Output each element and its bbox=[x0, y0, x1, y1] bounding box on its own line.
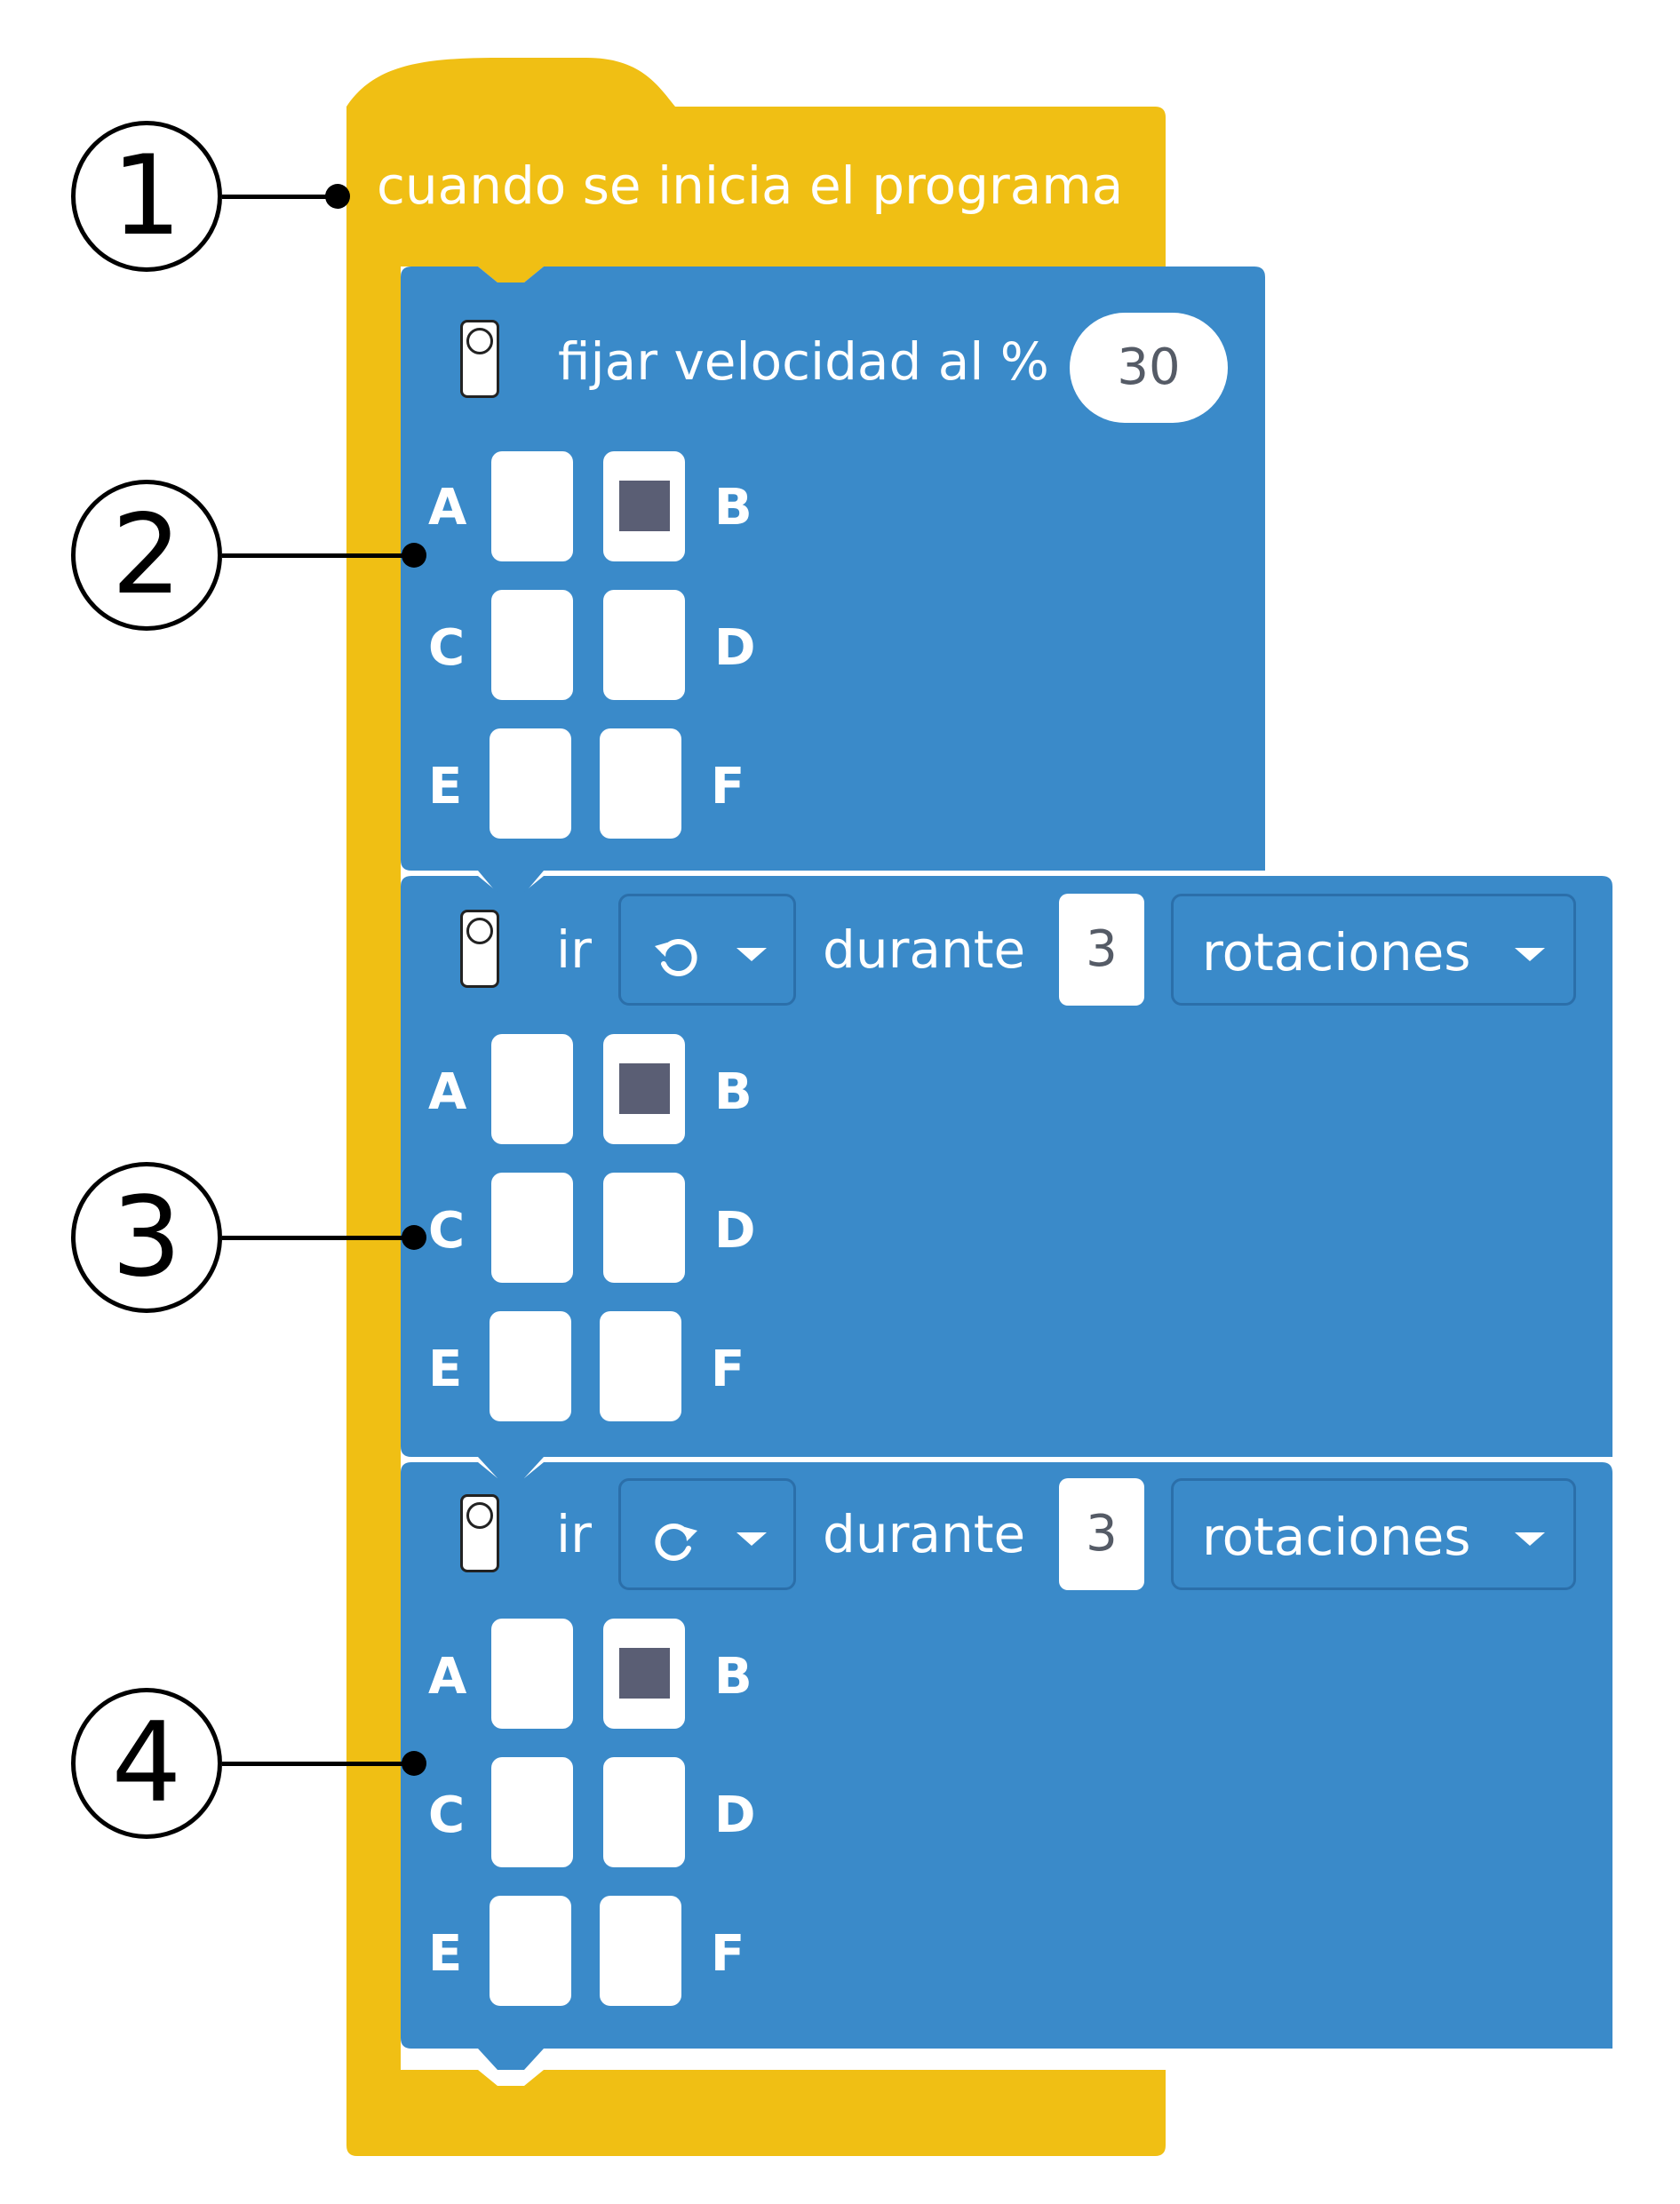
during-label: durante bbox=[823, 1504, 1026, 1564]
port-f-toggle[interactable] bbox=[600, 728, 681, 839]
port-label-e: E bbox=[428, 1925, 463, 1983]
port-b-toggle[interactable] bbox=[603, 451, 685, 561]
set-speed-label: fijar velocidad al % bbox=[558, 331, 1049, 392]
port-label-d: D bbox=[714, 1786, 756, 1844]
port-label-e: E bbox=[428, 758, 463, 816]
port-c-toggle[interactable] bbox=[491, 1757, 573, 1867]
motor-pair-icon bbox=[460, 320, 499, 398]
callout-1-dot bbox=[325, 184, 350, 209]
port-label-c: C bbox=[428, 619, 466, 677]
unit-dropdown[interactable]: rotaciones bbox=[1171, 1478, 1576, 1590]
port-e-toggle[interactable] bbox=[490, 1896, 571, 2006]
chevron-down-icon bbox=[736, 1532, 767, 1546]
direction-dropdown[interactable] bbox=[618, 894, 796, 1006]
callout-1: 1 bbox=[71, 121, 222, 272]
port-label-b: B bbox=[714, 1063, 752, 1121]
chevron-down-icon bbox=[1515, 948, 1545, 961]
motor-pair-icon bbox=[460, 910, 499, 988]
port-c-toggle[interactable] bbox=[491, 590, 573, 700]
callout-2-dot bbox=[402, 543, 426, 568]
port-d-toggle[interactable] bbox=[603, 590, 685, 700]
port-label-d: D bbox=[714, 1202, 756, 1260]
port-e-toggle[interactable] bbox=[490, 728, 571, 839]
direction-dropdown[interactable] bbox=[618, 1478, 796, 1590]
unit-label: rotaciones bbox=[1202, 922, 1471, 983]
rotations-input[interactable]: 3 bbox=[1059, 1478, 1144, 1590]
port-label-b: B bbox=[714, 479, 752, 537]
port-label-a: A bbox=[428, 1648, 467, 1706]
callout-3-dot bbox=[402, 1225, 426, 1250]
port-f-toggle[interactable] bbox=[600, 1896, 681, 2006]
callout-3-line bbox=[222, 1236, 412, 1240]
port-label-c: C bbox=[428, 1786, 466, 1844]
chevron-down-icon bbox=[736, 948, 767, 961]
port-a-toggle[interactable] bbox=[491, 1034, 573, 1144]
callout-3: 3 bbox=[71, 1162, 222, 1313]
callout-1-line bbox=[222, 195, 338, 199]
event-label: cuando se inicia el programa bbox=[377, 155, 1124, 216]
port-label-b: B bbox=[714, 1648, 752, 1706]
unit-label: rotaciones bbox=[1202, 1507, 1471, 1567]
port-label-a: A bbox=[428, 1063, 467, 1121]
callout-2: 2 bbox=[71, 480, 222, 631]
counterclockwise-icon bbox=[655, 939, 697, 976]
port-d-toggle[interactable] bbox=[603, 1757, 685, 1867]
rotations-input[interactable]: 3 bbox=[1059, 894, 1144, 1006]
during-label: durante bbox=[823, 919, 1026, 980]
speed-input[interactable]: 30 bbox=[1070, 313, 1228, 423]
clockwise-icon bbox=[655, 1524, 697, 1561]
port-label-c: C bbox=[428, 1202, 466, 1260]
port-c-toggle[interactable] bbox=[491, 1173, 573, 1283]
port-e-toggle[interactable] bbox=[490, 1311, 571, 1421]
port-d-toggle[interactable] bbox=[603, 1173, 685, 1283]
port-a-toggle[interactable] bbox=[491, 451, 573, 561]
move-label: ir bbox=[556, 919, 592, 980]
port-label-a: A bbox=[428, 479, 467, 537]
port-a-toggle[interactable] bbox=[491, 1619, 573, 1729]
callout-4: 4 bbox=[71, 1688, 222, 1839]
port-label-f: F bbox=[711, 758, 745, 816]
port-b-toggle[interactable] bbox=[603, 1034, 685, 1144]
callout-2-line bbox=[222, 553, 412, 558]
port-f-toggle[interactable] bbox=[600, 1311, 681, 1421]
chevron-down-icon bbox=[1515, 1532, 1545, 1546]
port-label-f: F bbox=[711, 1925, 745, 1983]
unit-dropdown[interactable]: rotaciones bbox=[1171, 894, 1576, 1006]
port-b-toggle[interactable] bbox=[603, 1619, 685, 1729]
motor-pair-icon bbox=[460, 1494, 499, 1572]
port-label-d: D bbox=[714, 619, 756, 677]
port-label-f: F bbox=[711, 1341, 745, 1398]
move-label: ir bbox=[556, 1504, 592, 1564]
callout-4-line bbox=[222, 1762, 412, 1766]
port-label-e: E bbox=[428, 1341, 463, 1398]
callout-4-dot bbox=[402, 1751, 426, 1776]
